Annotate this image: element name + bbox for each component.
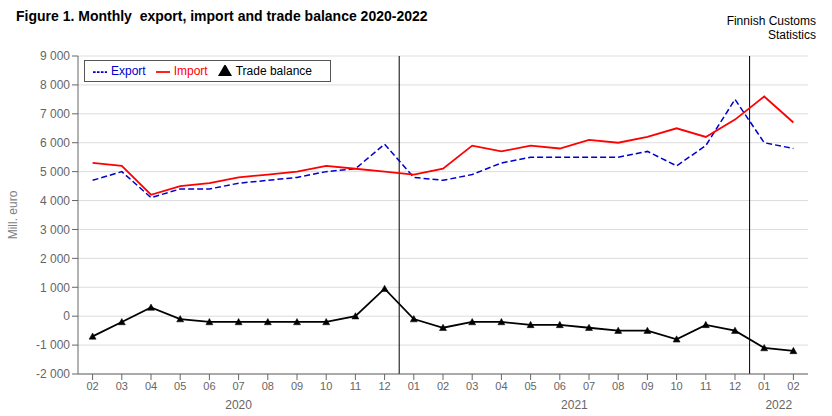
svg-text:4 000: 4 000 bbox=[40, 194, 70, 208]
svg-text:3 000: 3 000 bbox=[40, 223, 70, 237]
svg-text:9 000: 9 000 bbox=[40, 49, 70, 63]
svg-text:01: 01 bbox=[408, 380, 420, 392]
svg-text:01: 01 bbox=[758, 380, 770, 392]
svg-text:07: 07 bbox=[583, 380, 595, 392]
svg-text:08: 08 bbox=[612, 380, 624, 392]
html-text:Import: Import bbox=[173, 64, 208, 78]
svg-text:02: 02 bbox=[437, 380, 449, 392]
svg-text:11: 11 bbox=[350, 380, 361, 392]
svg-text:2020: 2020 bbox=[225, 398, 252, 412]
svg-text:2022: 2022 bbox=[765, 398, 792, 412]
html-text:Export: Export bbox=[111, 64, 146, 78]
svg-text:12: 12 bbox=[729, 380, 741, 392]
svg-text:02: 02 bbox=[86, 380, 98, 392]
svg-text:Mill. euro: Mill. euro bbox=[8, 190, 20, 239]
svg-text:06: 06 bbox=[554, 380, 566, 392]
svg-text:7 000: 7 000 bbox=[40, 107, 70, 121]
svg-text:04: 04 bbox=[495, 380, 507, 392]
svg-text:2 000: 2 000 bbox=[40, 252, 70, 266]
svg-text:-1 000: -1 000 bbox=[36, 338, 70, 352]
svg-text:10: 10 bbox=[670, 380, 682, 392]
svg-text:08: 08 bbox=[262, 380, 274, 392]
html-text:Trade balance: Trade balance bbox=[235, 64, 312, 78]
svg-text:5 000: 5 000 bbox=[40, 165, 70, 179]
svg-text:05: 05 bbox=[524, 380, 536, 392]
svg-text:03: 03 bbox=[466, 380, 478, 392]
svg-text:10: 10 bbox=[320, 380, 332, 392]
svg-text:11: 11 bbox=[700, 380, 711, 392]
svg-text:06: 06 bbox=[203, 380, 215, 392]
svg-text:2021: 2021 bbox=[561, 398, 588, 412]
html-text:Figure 1. Monthly export, impo: Figure 1. Monthly export, import and tra… bbox=[16, 8, 428, 24]
svg-text:05: 05 bbox=[174, 380, 186, 392]
svg-text:04: 04 bbox=[145, 380, 157, 392]
svg-text:-2 000: -2 000 bbox=[36, 367, 70, 381]
svg-text:02: 02 bbox=[787, 380, 799, 392]
html-text:Finnish Customs Statistics: Finnish Customs Statistics bbox=[726, 14, 816, 42]
svg-text:12: 12 bbox=[378, 380, 390, 392]
svg-text:07: 07 bbox=[232, 380, 244, 392]
svg-text:09: 09 bbox=[641, 380, 653, 392]
svg-text:6 000: 6 000 bbox=[40, 136, 70, 150]
svg-text:0: 0 bbox=[63, 309, 70, 323]
svg-text:1 000: 1 000 bbox=[40, 281, 70, 295]
svg-text:09: 09 bbox=[291, 380, 303, 392]
svg-text:03: 03 bbox=[116, 380, 128, 392]
svg-text:8 000: 8 000 bbox=[40, 78, 70, 92]
